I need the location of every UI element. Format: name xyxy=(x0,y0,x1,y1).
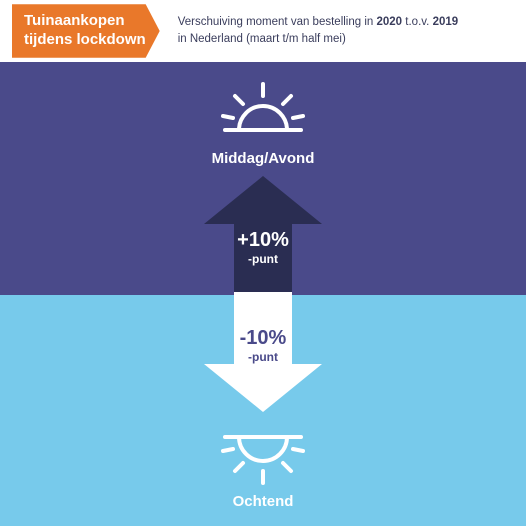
panels: Middag/Avond Ochtend xyxy=(0,62,526,526)
arrow-up-text: +10% -punt xyxy=(204,230,322,266)
sunrise-icon xyxy=(217,423,309,487)
badge-line1: Tuinaankopen xyxy=(24,12,125,29)
panel-bottom-label: Ochtend xyxy=(233,493,294,510)
subtitle-pre: Verschuiving moment van bestelling in xyxy=(178,16,377,28)
arrow-up-unit: -punt xyxy=(204,252,322,266)
arrow-down-unit: -punt xyxy=(204,350,322,364)
arrow-down-text: -10% -punt xyxy=(204,328,322,364)
header-subtitle: Verschuiving moment van bestelling in 20… xyxy=(178,14,458,49)
title-badge: Tuinaankopen tijdens lockdown xyxy=(12,4,160,58)
subtitle-post: in Nederland (maart t/m half mei) xyxy=(178,33,346,45)
panel-top-label: Middag/Avond xyxy=(212,150,315,167)
sunset-icon xyxy=(217,80,309,144)
subtitle-year1: 2020 xyxy=(377,16,403,28)
infographic-root: Tuinaankopen tijdens lockdown Verschuivi… xyxy=(0,0,526,526)
arrow-down-value: -10% xyxy=(204,328,322,348)
subtitle-year2: 2019 xyxy=(433,16,459,28)
subtitle-mid: t.o.v. xyxy=(402,16,432,28)
sun-icon-bottom-wrap: Ochtend xyxy=(217,423,309,510)
arrow-up-value: +10% xyxy=(204,230,322,250)
arrow-up: +10% -punt xyxy=(204,176,322,296)
header: Tuinaankopen tijdens lockdown Verschuivi… xyxy=(0,0,526,62)
sun-icon-top-wrap: Middag/Avond xyxy=(212,80,315,167)
arrows-group: +10% -punt -10% -punt xyxy=(193,176,333,412)
badge-line2: tijdens lockdown xyxy=(24,31,146,48)
arrow-down: -10% -punt xyxy=(204,292,322,412)
